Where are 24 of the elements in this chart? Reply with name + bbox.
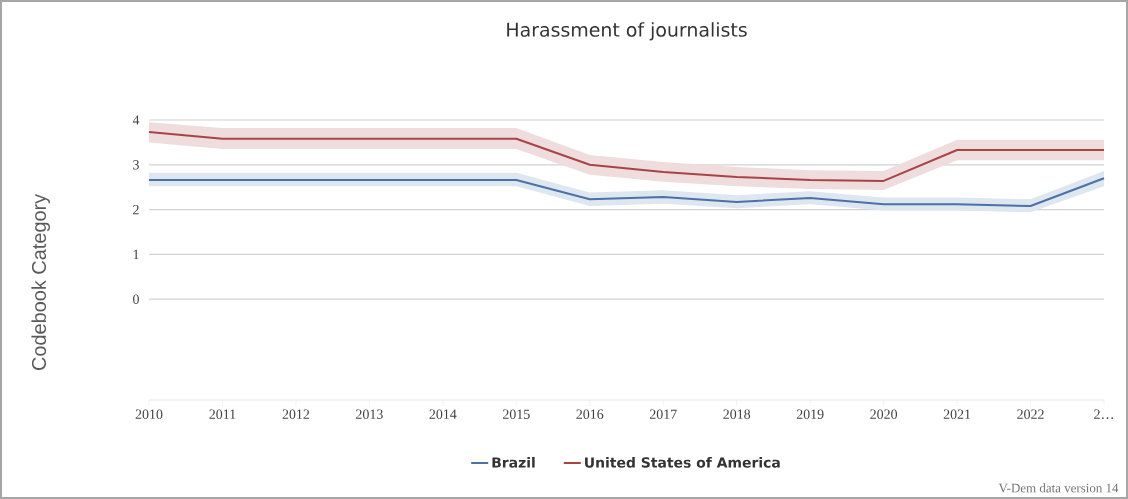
x-tick-label: 2018 [723, 409, 751, 419]
x-tick-label: 2020 [870, 409, 898, 419]
chart-title: Harassment of journalists [507, 22, 747, 41]
y-tick-label: 1 [133, 249, 139, 259]
x-tick-label: 2021 [943, 409, 971, 419]
y-tick-label: 2 [133, 204, 139, 215]
x-tick-label: 2013 [356, 409, 383, 419]
x-tick-label: 2012 [282, 409, 310, 419]
legend-label: Brazil [492, 456, 535, 468]
y-tick-label: 0 [133, 294, 139, 304]
x-tick-label: 2… [1094, 409, 1113, 419]
x-tick-label: 2010 [135, 409, 163, 419]
legend-label: United States of America [585, 456, 780, 468]
y-tick-label: 4 [132, 115, 140, 125]
y-tick-label: 3 [133, 160, 139, 170]
x-tick-label: 2017 [649, 409, 677, 419]
x-tick-label: 2015 [502, 409, 530, 419]
y-axis-title: Codebook Category [31, 193, 50, 370]
x-tick-label: 2019 [796, 409, 824, 419]
x-tick-label: 2016 [576, 409, 604, 419]
x-tick-label: 2014 [429, 409, 457, 419]
x-tick-label: 2011 [209, 409, 236, 419]
x-tick-label: 2022 [1017, 409, 1044, 419]
text: V-Dem data version 14 [998, 483, 1119, 493]
